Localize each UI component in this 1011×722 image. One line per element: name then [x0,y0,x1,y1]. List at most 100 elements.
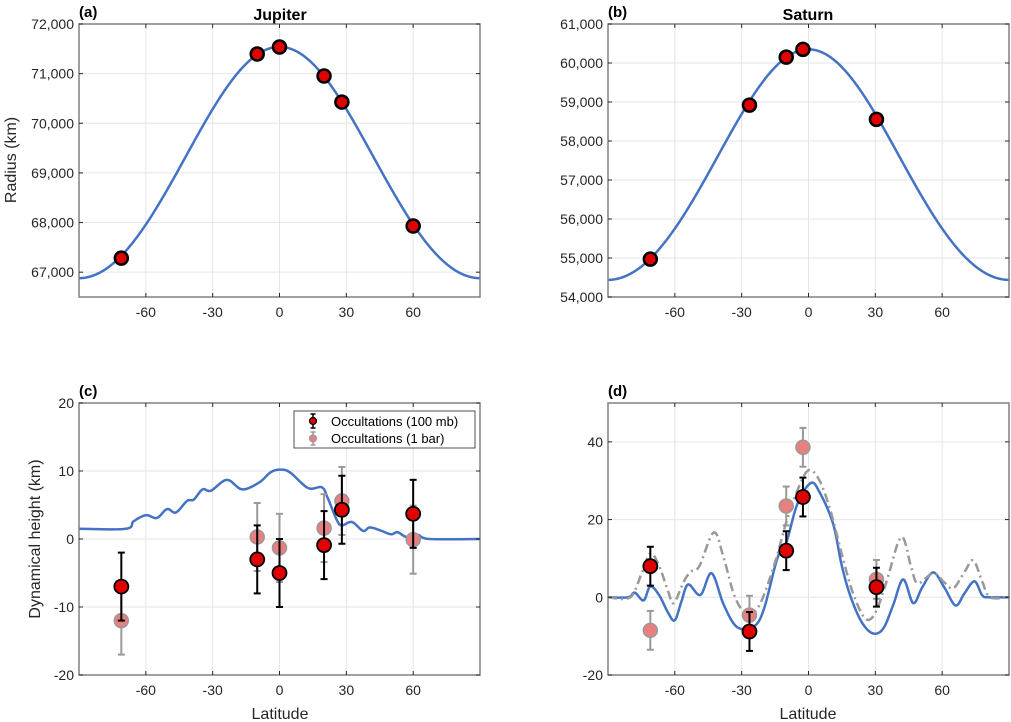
series-occultations [113,39,421,266]
data-point-100mb [333,501,350,518]
x-tick-label: 30 [868,682,884,698]
data-point-100mb [778,542,795,559]
y-tick-label: 0 [595,589,603,605]
errorbar-100mb [795,476,811,518]
data-point [271,39,288,55]
errorbar-100mb [642,545,659,587]
x-tick-label: 30 [868,304,884,320]
y-tick-label: 70,000 [31,115,74,131]
panel-a-tag: (a) [79,4,97,21]
plot-series [608,468,1009,635]
data-point-100mb [316,537,332,554]
x-tick-label: 0 [276,682,284,698]
legend-box [293,410,476,449]
y-tick-label: 40 [587,434,603,450]
data-point-100mb [113,578,130,595]
data-point [113,250,130,266]
panel-c-jupiter-dynamical-height: -60 -30 0 30 60 -20 -10 0 10 20 (c) Dynamical heigh… [27,383,481,722]
errorbar-100mb [333,474,350,545]
panel-a-ylabel: Radius (km) [3,117,20,203]
x-tick-label: -60 [665,304,685,320]
series-occultations [642,41,885,267]
y-tick-label: -20 [54,667,74,683]
plot-series [79,468,480,541]
x-tick-label: -60 [136,682,156,698]
data-point [741,97,758,113]
data-point [778,49,794,65]
grid [608,24,1009,297]
errorbar-100mb [271,538,288,608]
data-point-100mb [405,505,422,522]
data-point-1bar [642,622,659,639]
panel-a-title: Jupiter [253,7,306,24]
x-tick-label: -30 [203,304,223,320]
model-curve [79,468,480,541]
legend-label-1bar: Occultations (1 bar) [331,431,444,446]
data-point [316,68,332,84]
data-point [249,46,265,62]
y-tick-label: 54,000 [560,289,603,305]
errorbar-100mb [249,524,266,595]
panel-a-jupiter-radius: -60 -30 0 30 60 67,000 68,000 69,000 70,000 71,00… [3,4,481,320]
x-tick-label: 30 [339,682,355,698]
panel-c-legend: Occultations (100 mb) Occultations (1 ba… [293,410,476,449]
y-tick-label: 60,000 [560,55,603,71]
errorbar-100mb [868,566,885,608]
y-tick-label: 20 [587,512,603,528]
errorbar-1bar [778,485,794,527]
x-tick-label: -30 [732,304,752,320]
data-point [642,251,659,267]
x-tick-label: 30 [339,304,355,320]
y-tick-label: 69,000 [31,165,74,181]
panel-c-tag: (c) [79,383,97,400]
panel-d-tag: (d) [608,383,627,400]
errorbar-1bar [642,609,659,651]
errorbar-100mb [316,510,332,581]
data-point-100mb [642,558,659,575]
x-tick-label: -30 [203,682,223,698]
data-point-100mb [271,565,288,581]
x-tick-label: 60 [405,682,421,698]
data-point-1bar [778,498,794,514]
data-point [868,111,885,128]
errorbar-1bar [795,426,811,468]
legend-marker-1bar [308,431,318,446]
y-tick-label: 67,000 [31,264,74,280]
y-tick-label: 72,000 [31,16,74,32]
series-occultations-100mb [642,476,885,652]
errorbar-100mb [113,551,130,622]
y-tick-label: 10 [58,463,74,479]
x-tick-label: 0 [276,304,284,320]
y-tick-label: 56,000 [560,211,603,227]
x-tick-label: -60 [136,304,156,320]
y-tick-label: 57,000 [560,172,603,188]
legend-marker-100mb [308,413,318,429]
x-tick-label: -30 [732,682,752,698]
errorbar-100mb [405,478,422,549]
y-tick-label: 20 [58,395,74,411]
errorbar-100mb [778,530,795,572]
model-curve-dashed [608,468,1009,622]
panel-b-saturn-radius: -60 -30 0 30 60 54,000 55,000 56,000 57,000 58,00… [560,4,1010,320]
y-tick-label: 58,000 [560,133,603,149]
y-tick-label: -20 [583,667,603,683]
x-tick-label: 0 [805,682,813,698]
data-point [334,94,350,110]
y-tick-label: 68,000 [31,215,74,231]
y-tick-label: 55,000 [560,250,603,266]
panel-b-tag: (b) [608,4,627,21]
x-tick-label: 60 [934,682,950,698]
legend-label-100mb: Occultations (100 mb) [331,414,458,429]
data-point [405,218,421,234]
y-tick-label: 0 [66,531,74,547]
x-tick-label: 60 [934,304,950,320]
panel-b-title: Saturn [783,7,834,24]
y-tick-label: -10 [54,599,74,615]
model-curve [608,481,1009,635]
errorbar-100mb [741,611,758,652]
y-tick-label: 61,000 [560,16,603,32]
data-point-100mb [868,579,885,596]
panel-d-saturn-dynamical-height: -60 -30 0 30 60 -20 0 20 40 (d) Latitude [583,383,1010,722]
y-tick-label: 71,000 [31,66,74,82]
